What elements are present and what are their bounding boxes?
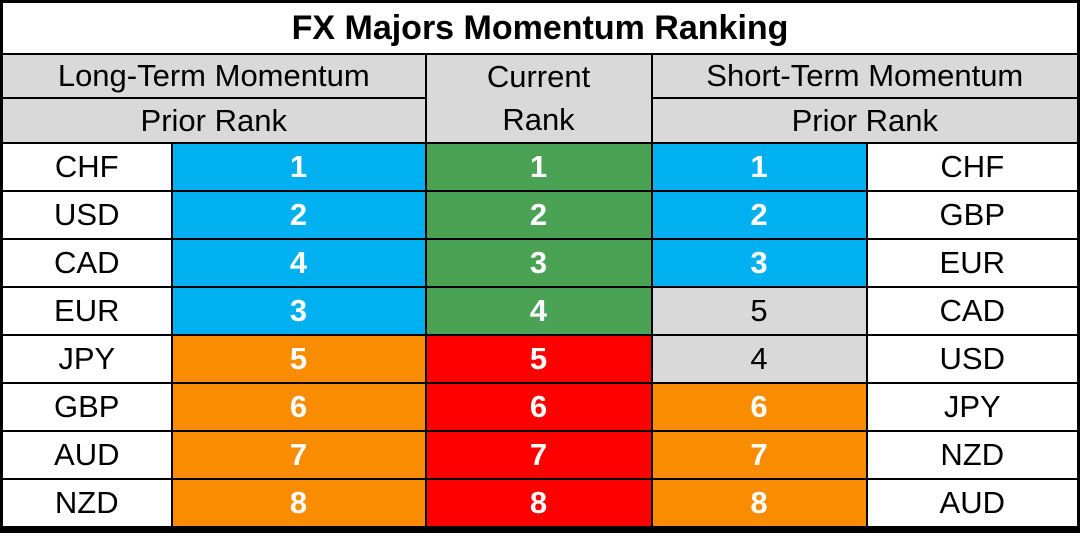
st-rank-cell: 5 xyxy=(650,285,868,336)
lt-currency-cell: EUR xyxy=(0,285,173,336)
current-rank-cell: 3 xyxy=(424,237,653,288)
lt-currency-cell: USD xyxy=(0,189,173,240)
st-rank-cell: 3 xyxy=(650,237,868,288)
table-row: USD 2 2 2 GBP xyxy=(0,189,1080,240)
lt-currency-cell: CHF xyxy=(0,141,173,192)
st-rank-cell: 6 xyxy=(650,381,868,432)
st-currency-cell: CHF xyxy=(865,141,1080,192)
lt-rank-cell: 6 xyxy=(170,381,427,432)
st-rank-cell: 8 xyxy=(650,477,868,531)
header-group-row: Long-Term Momentum Current Rank Short-Te… xyxy=(0,52,1080,144)
lt-rank-cell: 5 xyxy=(170,333,427,384)
table-row: EUR 3 4 5 CAD xyxy=(0,285,1080,336)
header-long-term-prior-rank: Prior Rank xyxy=(0,97,427,144)
st-rank-cell: 1 xyxy=(650,141,868,192)
st-currency-cell: USD xyxy=(865,333,1080,384)
table-row: GBP 6 6 6 JPY xyxy=(0,381,1080,432)
st-currency-cell: CAD xyxy=(865,285,1080,336)
lt-currency-cell: CAD xyxy=(0,237,173,288)
header-sub-row: Prior Rank Prior Rank xyxy=(0,97,1080,144)
header-short-term-prior-rank: Prior Rank xyxy=(650,97,1080,144)
fx-momentum-ranking-table: FX Majors Momentum Ranking Long-Term Mom… xyxy=(0,0,1080,533)
st-currency-cell: AUD xyxy=(865,477,1080,531)
current-rank-cell: 8 xyxy=(424,477,653,531)
page-title: FX Majors Momentum Ranking xyxy=(0,0,1080,55)
header-short-term-momentum: Short-Term Momentum xyxy=(650,52,1080,100)
current-rank-cell: 2 xyxy=(424,189,653,240)
header-current-rank: Current Rank xyxy=(424,53,653,144)
lt-rank-cell: 2 xyxy=(170,189,427,240)
st-currency-cell: NZD xyxy=(865,429,1080,480)
current-rank-cell: 6 xyxy=(424,381,653,432)
current-rank-cell: 1 xyxy=(424,141,653,192)
st-currency-cell: GBP xyxy=(865,189,1080,240)
table-row: CHF 1 1 1 CHF xyxy=(0,141,1080,192)
table-row: AUD 7 7 7 NZD xyxy=(0,429,1080,480)
header-current-line2: Rank xyxy=(502,102,575,138)
header-current-line1: Current xyxy=(486,59,591,94)
lt-rank-cell: 1 xyxy=(170,141,427,192)
lt-currency-cell: GBP xyxy=(0,381,173,432)
st-rank-cell: 7 xyxy=(650,429,868,480)
table-row: JPY 5 5 4 USD xyxy=(0,333,1080,384)
lt-currency-cell: NZD xyxy=(0,477,173,531)
header-long-term-momentum: Long-Term Momentum xyxy=(0,52,427,100)
st-rank-cell: 4 xyxy=(650,333,868,384)
lt-rank-cell: 4 xyxy=(170,237,427,288)
table-row: CAD 4 3 3 EUR xyxy=(0,237,1080,288)
title-row: FX Majors Momentum Ranking xyxy=(0,0,1080,55)
lt-rank-cell: 8 xyxy=(170,477,427,531)
lt-currency-cell: JPY xyxy=(0,333,173,384)
current-rank-cell: 7 xyxy=(424,429,653,480)
st-currency-cell: EUR xyxy=(865,237,1080,288)
current-rank-cell: 4 xyxy=(424,285,653,336)
st-rank-cell: 2 xyxy=(650,189,868,240)
table-row: NZD 8 8 8 AUD xyxy=(0,477,1080,531)
st-currency-cell: JPY xyxy=(865,381,1080,432)
lt-rank-cell: 7 xyxy=(170,429,427,480)
lt-currency-cell: AUD xyxy=(0,429,173,480)
lt-rank-cell: 3 xyxy=(170,285,427,336)
current-rank-cell: 5 xyxy=(424,333,653,384)
